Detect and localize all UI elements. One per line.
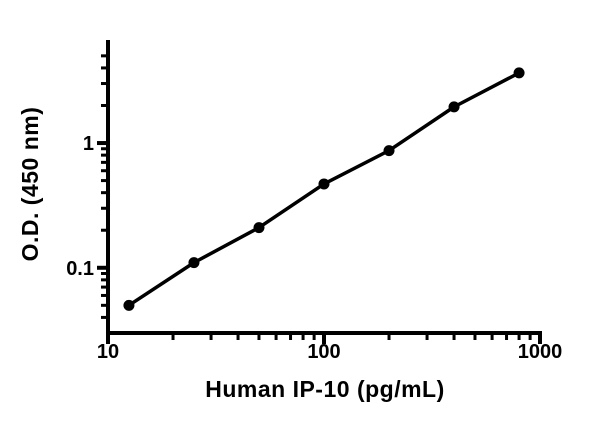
x-tick-label: 10 xyxy=(97,341,119,363)
y-tick-label: 1 xyxy=(83,133,94,155)
data-point xyxy=(448,101,460,113)
axes: 10 100 1000 0.1 1 xyxy=(66,40,562,363)
x-tick-label: 1000 xyxy=(518,341,563,363)
data-point xyxy=(318,178,330,190)
data-point xyxy=(383,145,395,157)
data-point xyxy=(253,222,265,234)
y-tick-label: 0.1 xyxy=(66,258,94,280)
x-axis-title: Human IP-10 (pg/mL) xyxy=(205,376,445,402)
data-point xyxy=(513,67,525,79)
x-tick-label: 100 xyxy=(307,341,340,363)
y-axis-title: O.D. (450 nm) xyxy=(17,107,43,262)
data-point xyxy=(123,299,135,311)
data-series xyxy=(123,67,525,311)
data-point xyxy=(188,257,200,269)
